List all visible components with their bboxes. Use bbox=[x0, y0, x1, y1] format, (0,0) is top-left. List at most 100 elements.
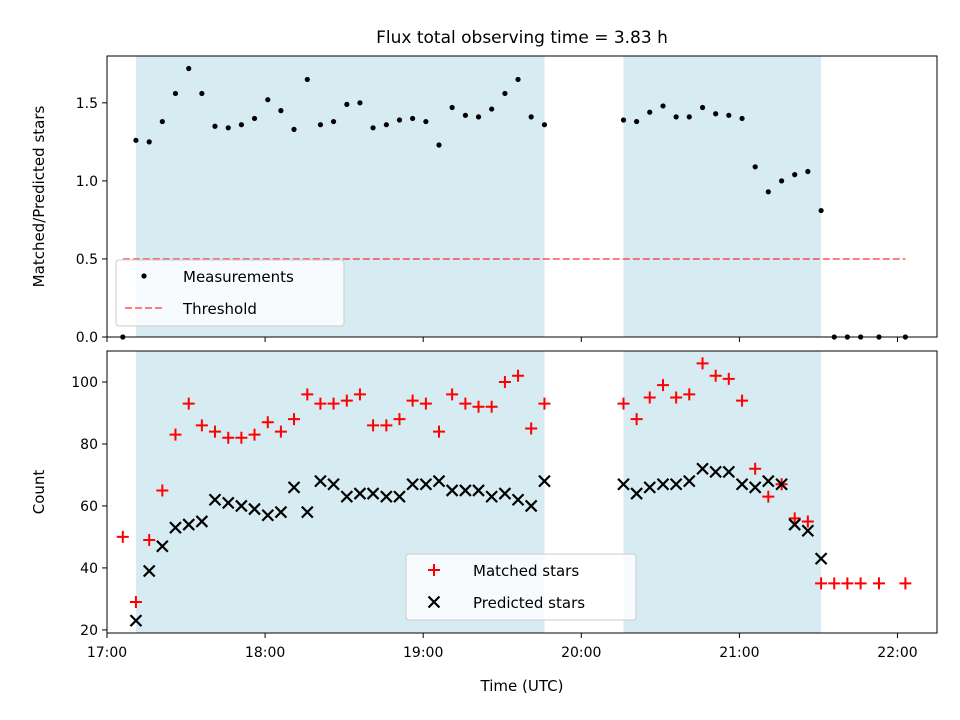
measurement-point bbox=[805, 168, 811, 175]
measurement-point bbox=[317, 122, 324, 128]
matched-star-point bbox=[899, 577, 912, 590]
predicted-star-point bbox=[669, 477, 683, 491]
bottom-panel: 20 40 60 80 100 17:00 18:00 19:00 20:00 21:00 22:0… bbox=[30, 350, 938, 695]
measurement-point bbox=[475, 114, 482, 120]
predicted-star-point bbox=[682, 474, 696, 488]
matched-star-point bbox=[393, 413, 406, 426]
measurement-point bbox=[699, 104, 706, 111]
top-panel: 0.0 0.5 1.0 1.5 Matched/Predicted stars Measu… bbox=[30, 55, 938, 346]
measurement-point bbox=[330, 118, 337, 125]
legend-label: Measurements bbox=[183, 268, 294, 286]
matched-star-point bbox=[525, 422, 538, 435]
matched-star-point bbox=[419, 397, 432, 410]
predicted-star-point bbox=[287, 481, 301, 494]
predicted-star-point bbox=[538, 474, 551, 488]
predicted-star-point bbox=[169, 521, 182, 534]
matched-star-point bbox=[182, 397, 195, 410]
matched-star-point bbox=[841, 577, 854, 590]
predicted-star-point bbox=[617, 477, 630, 491]
matched-star-point bbox=[459, 397, 472, 410]
xtick-label: 17:00 bbox=[87, 645, 127, 661]
measurement-point bbox=[634, 118, 640, 125]
top-ylabel: Matched/Predicted stars bbox=[30, 106, 48, 288]
matched-star-point bbox=[538, 397, 551, 410]
matched-star-point bbox=[709, 369, 722, 382]
matched-star-point bbox=[670, 391, 683, 404]
matched-star-point bbox=[156, 484, 169, 497]
predicted-star-point bbox=[445, 484, 459, 497]
chart-title: Flux total observing time = 3.83 h bbox=[376, 28, 668, 48]
matched-star-point bbox=[749, 462, 762, 475]
matched-star-point bbox=[872, 577, 885, 590]
top-axes-frame bbox=[106, 55, 938, 338]
predicted-star-point bbox=[485, 490, 498, 503]
matched-star-point bbox=[288, 413, 301, 426]
measurement-point bbox=[159, 118, 165, 125]
bottom-ytick-label: 60 bbox=[80, 499, 98, 515]
matched-star-point bbox=[195, 419, 208, 432]
predicted-star-point bbox=[406, 477, 419, 491]
predicted-star-point bbox=[261, 508, 275, 522]
top-ytick-label: 1.0 bbox=[76, 174, 98, 190]
matched-star-point bbox=[630, 413, 643, 426]
matched-star-point bbox=[657, 379, 670, 392]
xtick-label: 21:00 bbox=[719, 645, 759, 661]
legend-matched-marker bbox=[428, 564, 440, 576]
bottom-legend bbox=[405, 553, 637, 621]
measurement-point bbox=[304, 76, 310, 83]
predicted-star-point bbox=[353, 487, 367, 500]
top-legend bbox=[115, 259, 345, 327]
matched-star-point bbox=[129, 596, 142, 609]
matched-star-point bbox=[274, 425, 287, 438]
matched-star-point bbox=[222, 431, 235, 444]
predicted-star-point bbox=[195, 515, 209, 528]
predicted-star-point bbox=[156, 539, 169, 553]
xlabel: Time (UTC) bbox=[480, 677, 564, 695]
measurement-point bbox=[673, 114, 679, 120]
predicted-star-point bbox=[472, 484, 485, 497]
measurement-point bbox=[251, 115, 258, 122]
matched-star-point bbox=[696, 357, 709, 370]
matched-star-point bbox=[261, 416, 274, 429]
measurement-point bbox=[713, 111, 719, 117]
measurement-point bbox=[278, 108, 284, 114]
predicted-star-point bbox=[314, 474, 327, 488]
legend-label: Predicted stars bbox=[473, 594, 585, 612]
predicted-star-point bbox=[419, 477, 433, 491]
matched-star-point bbox=[380, 419, 393, 432]
measurement-point bbox=[423, 118, 429, 125]
measurement-point bbox=[502, 90, 508, 97]
matched-star-point bbox=[643, 391, 656, 404]
legend-label: Threshold bbox=[182, 300, 257, 318]
xtick-label: 20:00 bbox=[561, 645, 601, 661]
bottom-ytick-label: 20 bbox=[80, 623, 98, 639]
predicted-star-point bbox=[814, 552, 828, 565]
measurement-point bbox=[172, 90, 179, 97]
measurement-point bbox=[199, 90, 205, 97]
predicted-star-point bbox=[248, 502, 261, 516]
bottom-observing-span-1 bbox=[623, 351, 822, 633]
matched-star-point bbox=[498, 375, 511, 388]
predicted-star-point bbox=[748, 481, 762, 494]
predicted-star-point bbox=[524, 499, 538, 513]
predicted-star-point bbox=[459, 484, 472, 497]
measurement-point bbox=[409, 115, 416, 122]
matched-star-point bbox=[169, 428, 182, 441]
top-ytick-label: 0.0 bbox=[76, 330, 98, 346]
matched-star-point bbox=[301, 388, 314, 401]
bottom-axes-frame bbox=[106, 350, 938, 634]
matched-star-point bbox=[854, 577, 867, 590]
predicted-star-point bbox=[129, 614, 143, 627]
matched-star-point bbox=[736, 394, 749, 407]
xtick-label: 19:00 bbox=[403, 645, 443, 661]
measurement-point bbox=[436, 142, 442, 148]
predicted-star-point bbox=[432, 474, 446, 488]
measurement-point bbox=[739, 115, 745, 122]
predicted-star-point bbox=[142, 564, 156, 578]
xtick-label: 22:00 bbox=[877, 645, 917, 661]
measurement-point bbox=[660, 103, 666, 109]
matched-star-point bbox=[143, 534, 156, 547]
measurement-point bbox=[291, 126, 297, 132]
measurement-point bbox=[686, 114, 692, 120]
